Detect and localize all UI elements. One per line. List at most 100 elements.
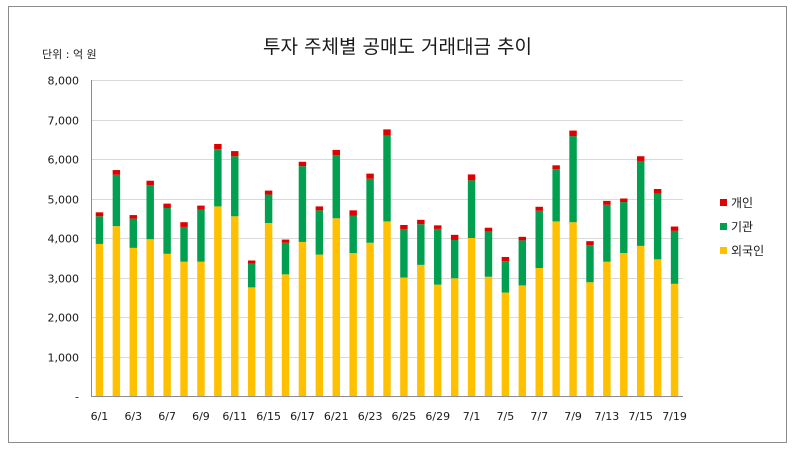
- x-tick-label: 6/17: [290, 410, 315, 423]
- bar: [670, 283, 679, 396]
- x-tick-label: 7/1: [463, 410, 481, 423]
- bar: [501, 261, 510, 293]
- bar: [95, 216, 104, 244]
- bar: [467, 238, 476, 396]
- x-tick-label: 6/21: [324, 410, 349, 423]
- bar: [112, 170, 121, 175]
- legend-label: 기관: [731, 220, 753, 234]
- y-tick-label: 3,000: [48, 273, 80, 286]
- bar: [586, 282, 594, 396]
- x-tick-label: 7/15: [628, 410, 653, 423]
- bar: [247, 287, 256, 397]
- bar: [434, 228, 442, 285]
- bar: [400, 229, 408, 278]
- x-tick-label: 7/9: [564, 410, 582, 423]
- bar: [484, 227, 493, 232]
- bar: [349, 215, 357, 254]
- x-tick-label: 6/15: [256, 410, 281, 423]
- x-tick-label: 6/23: [358, 410, 383, 423]
- bar: [349, 253, 357, 396]
- x-tick-label: 6/29: [425, 410, 450, 423]
- x-tick-label: 7/19: [662, 410, 687, 423]
- bar: [214, 149, 222, 207]
- bar: [670, 230, 679, 284]
- bar: [315, 210, 324, 255]
- y-tick-label: 6,000: [48, 154, 80, 167]
- bar: [180, 226, 188, 262]
- bar: [653, 259, 662, 396]
- x-tick-label: 7/7: [530, 410, 548, 423]
- y-tick-label: 5,000: [48, 194, 80, 207]
- bar: [264, 222, 273, 396]
- bar: [95, 212, 104, 217]
- bar: [518, 236, 527, 241]
- x-tick-label: 6/9: [192, 410, 210, 423]
- legend-swatch: [720, 223, 727, 230]
- bar: [620, 253, 628, 396]
- bar: [247, 260, 256, 264]
- bar: [400, 277, 408, 396]
- bar: [552, 221, 560, 396]
- bar: [231, 156, 239, 217]
- bar: [264, 190, 273, 195]
- y-tick-label: 8,000: [48, 75, 80, 88]
- bar: [383, 135, 391, 222]
- bar: [569, 130, 577, 137]
- bar: [670, 226, 679, 231]
- legend-label: 개인: [731, 196, 753, 210]
- bar: [129, 218, 137, 248]
- bar: [214, 143, 222, 150]
- bar: [636, 156, 645, 161]
- y-tick-label: 2,000: [48, 312, 80, 325]
- bar: [501, 292, 510, 396]
- bar: [315, 206, 324, 211]
- bar: [586, 245, 594, 283]
- bar: [332, 155, 340, 219]
- bar: [603, 261, 611, 396]
- bar: [298, 166, 307, 242]
- bar: [620, 198, 628, 203]
- bar: [281, 242, 290, 275]
- bar: [467, 174, 476, 181]
- bar: [535, 210, 543, 269]
- bar: [450, 278, 459, 396]
- chart-title: 투자 주체별 공매도 거래대금 추이: [263, 36, 532, 58]
- bar: [383, 221, 391, 396]
- bar: [434, 284, 442, 396]
- bar: [383, 129, 391, 136]
- bar: [332, 218, 340, 396]
- bar: [231, 216, 239, 396]
- chart-frame: [8, 6, 787, 443]
- bar: [518, 285, 527, 396]
- bar: [535, 206, 543, 211]
- bar: [434, 225, 442, 229]
- bar: [129, 215, 137, 219]
- x-tick-label: 6/11: [222, 410, 247, 423]
- legend-swatch: [720, 247, 727, 254]
- bar: [247, 263, 256, 288]
- x-tick-label: 6/3: [124, 410, 142, 423]
- bar: [180, 222, 188, 227]
- bar: [298, 241, 307, 396]
- bar: [197, 205, 205, 210]
- bar: [653, 193, 662, 260]
- bar: [569, 222, 577, 396]
- bar: [197, 209, 205, 262]
- bar: [366, 178, 374, 243]
- bar: [163, 253, 171, 396]
- bar: [636, 160, 645, 246]
- bar: [146, 185, 154, 240]
- bar: [552, 165, 560, 170]
- bar: [484, 231, 493, 277]
- bar: [298, 161, 307, 167]
- bar: [535, 268, 543, 396]
- bar: [315, 254, 324, 396]
- y-tick-label: 4,000: [48, 233, 80, 246]
- bar: [163, 203, 171, 208]
- bar: [417, 219, 425, 225]
- bar: [417, 264, 425, 396]
- y-tick-label: 1,000: [48, 352, 80, 365]
- bar: [620, 202, 628, 254]
- bar: [484, 276, 493, 396]
